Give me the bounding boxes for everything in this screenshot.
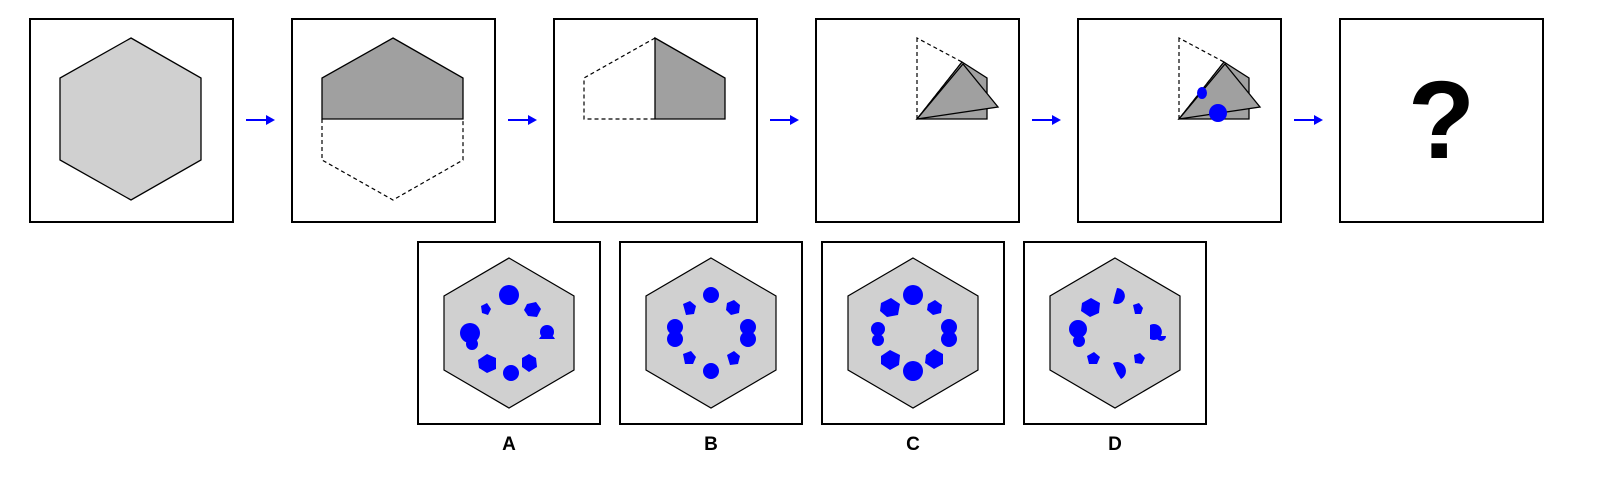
option-b-label[interactable]: B [704,434,718,455]
hole [727,351,740,365]
hole [522,354,537,372]
hole [683,351,696,364]
hole [871,322,885,336]
hexagon-shape [1049,257,1181,409]
answer-placeholder-panel: ? [1339,18,1544,223]
hole [1073,335,1085,347]
hole [903,361,923,381]
hole [1156,336,1166,341]
hole [540,325,554,339]
step-5-panel [1077,18,1282,223]
option-c-figure [847,257,979,409]
hexagon-shape [59,37,202,201]
punched-hole-large [1209,104,1227,122]
arrow-icon [246,115,275,125]
hole [1113,362,1126,379]
dashed-bottom-half [321,119,464,201]
hole [927,300,942,315]
punched-hole-small [1197,87,1207,99]
hole [460,323,480,343]
question-mark: ? [1407,58,1476,182]
hole [941,319,957,335]
hole [481,303,491,315]
arrow-icon [1294,115,1323,125]
hole [1133,303,1143,314]
step-1-panel [29,18,234,223]
hole [872,334,884,346]
option-d-label[interactable]: D [1108,434,1122,455]
step-4-panel [815,18,1020,223]
hole [1134,353,1145,364]
hole [1069,320,1087,338]
step-2-panel [291,18,496,223]
hole [726,300,740,315]
folded-right-quarter [654,36,726,120]
hole [503,365,519,381]
hole [466,338,478,350]
hole [499,285,519,305]
option-a-figure [443,257,575,409]
hole [667,319,683,335]
hole [740,331,756,347]
punched-triangle-figure [1177,37,1262,122]
hole [478,354,496,373]
fold-vertical-figure [583,36,726,120]
hole [941,331,957,347]
step-3-panel [553,18,758,223]
hole [903,285,923,305]
hexagon-shape [847,257,979,409]
arrow-icon [770,115,799,125]
hole [703,363,719,379]
hole [925,349,943,369]
hole [683,301,696,315]
hole [880,298,900,317]
front-triangle-flap [915,62,1000,120]
hexagon-shape [645,257,777,409]
arrow-icon [508,115,537,125]
option-d-figure [1049,257,1181,409]
hole [1113,288,1125,304]
hole [667,331,683,347]
hole [1087,352,1100,364]
fold-horizontal-figure [321,37,464,201]
option-d-panel[interactable] [1023,241,1207,425]
fold-triangle-figure [915,37,1000,121]
option-b-figure [645,257,777,409]
hole [524,302,541,317]
arrow-icon [1032,115,1061,125]
hexagon-shape [443,257,575,409]
hole [703,287,719,303]
hole [1081,298,1100,317]
hole [740,319,756,335]
option-a-label[interactable]: A [502,434,516,455]
option-b-panel[interactable] [619,241,803,425]
unfolded-hexagon-figure [59,37,202,201]
option-a-panel[interactable] [417,241,601,425]
folded-top-half [321,37,464,120]
hole [881,350,900,370]
option-c-panel[interactable] [821,241,1005,425]
option-c-label[interactable]: C [906,434,920,455]
dashed-left-quarter [583,37,656,120]
